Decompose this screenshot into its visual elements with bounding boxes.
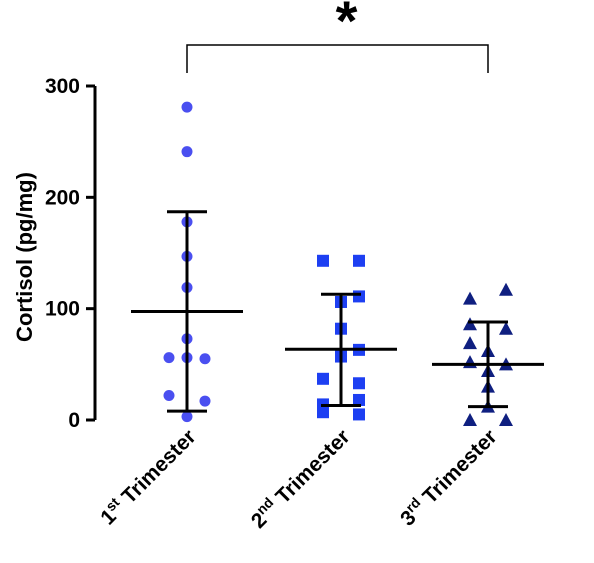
data-point-square: [353, 254, 365, 267]
y-tick-label: 300: [45, 75, 80, 98]
data-point-circle: [181, 411, 193, 423]
category-label-3: 3rd Trimester: [394, 423, 502, 531]
data-point-circle: [163, 390, 175, 402]
data-point-triangle: [499, 413, 513, 426]
significance-star: *: [336, 0, 358, 52]
data-point-square: [353, 290, 365, 303]
data-point-triangle: [463, 291, 477, 305]
data-point-circle: [199, 353, 211, 365]
significance-bracket: [186, 44, 489, 73]
data-point-square: [353, 377, 365, 390]
category-label-1: 1st Trimester: [94, 423, 200, 529]
data-point-triangle: [463, 317, 477, 331]
category-label-text: Trimester: [113, 425, 200, 512]
data-point-square: [317, 372, 329, 385]
category-label-text: Trimester: [414, 425, 501, 512]
data-point-square: [353, 408, 365, 421]
y-axis-title: Cortisol (pg/mg): [12, 172, 37, 342]
data-point-circle: [199, 395, 211, 407]
data-point-square: [353, 393, 365, 406]
data-point-square: [317, 406, 329, 419]
data-point-triangle: [463, 413, 477, 426]
category-label-2: 2nd Trimester: [245, 423, 355, 533]
category-label-text: Trimester: [267, 425, 354, 512]
group-1: [131, 101, 243, 423]
y-tick-label: 100: [45, 298, 80, 321]
data-point-triangle: [463, 355, 477, 369]
data-point-triangle: [499, 282, 513, 296]
data-point-triangle: [499, 321, 513, 335]
data-point-circle: [181, 146, 193, 158]
y-tick-label: 200: [45, 186, 80, 209]
data-point-triangle: [463, 336, 477, 350]
group-2: [285, 254, 397, 421]
data-point-circle: [163, 352, 175, 364]
data-point-square: [317, 254, 329, 267]
y-tick-label: 0: [68, 409, 80, 432]
data-point-circle: [181, 101, 193, 113]
group-3: [432, 282, 544, 426]
